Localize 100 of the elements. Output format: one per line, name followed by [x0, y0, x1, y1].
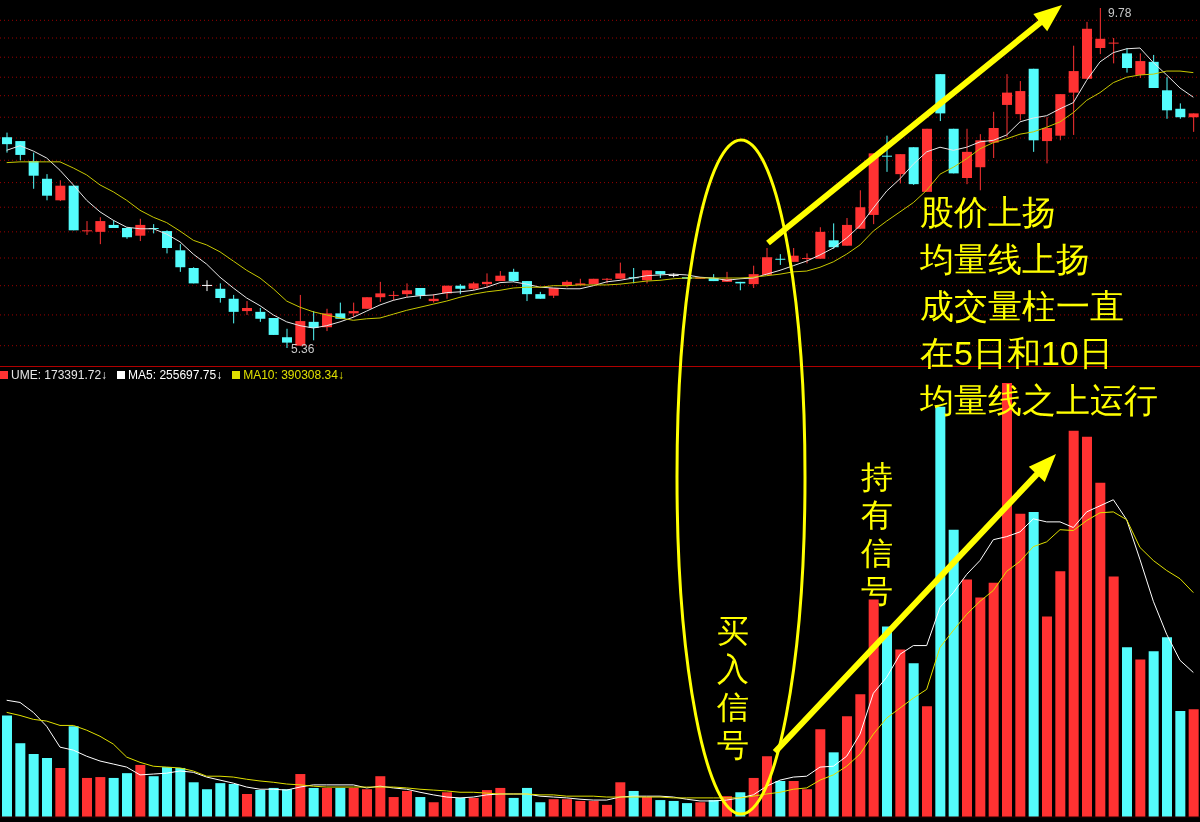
candlestick	[202, 279, 212, 292]
bar	[295, 774, 306, 817]
bar	[588, 800, 599, 817]
bar	[428, 802, 439, 817]
annotation: 9.78	[1108, 6, 1132, 21]
bar	[82, 777, 92, 817]
candlestick	[42, 173, 52, 201]
annotation: 买入信号	[717, 612, 750, 764]
bar	[535, 802, 546, 817]
bar	[828, 752, 839, 817]
candlestick	[1162, 76, 1172, 120]
bar	[1082, 436, 1092, 817]
bar	[55, 767, 66, 817]
bar	[882, 626, 892, 817]
bar	[562, 799, 572, 817]
bar	[348, 787, 359, 817]
bar	[442, 792, 452, 817]
bar	[335, 787, 346, 817]
bar	[402, 790, 412, 817]
candlestick	[1042, 116, 1052, 164]
bar	[268, 787, 279, 817]
bar	[15, 743, 26, 817]
bar	[1068, 430, 1079, 817]
bar	[148, 776, 159, 817]
bar	[242, 794, 252, 817]
bar	[1175, 711, 1186, 817]
bar	[1188, 709, 1199, 817]
bar	[655, 800, 666, 817]
bar	[255, 790, 266, 817]
candlestick	[55, 179, 66, 202]
bar	[122, 773, 132, 817]
annotation: 在5日和10日	[920, 333, 1113, 374]
candlestick	[1068, 45, 1079, 136]
bar	[575, 800, 586, 817]
candlestick	[215, 282, 226, 304]
bar	[775, 780, 786, 817]
bar	[215, 783, 226, 817]
candlestick	[375, 281, 386, 303]
bar	[975, 597, 986, 817]
bar	[2, 715, 12, 817]
bar	[322, 787, 332, 817]
bar	[615, 782, 626, 817]
annotation: 持有信号	[861, 458, 894, 610]
candlestick	[162, 229, 172, 254]
bar	[682, 803, 692, 817]
candlestick	[802, 252, 812, 264]
bar	[188, 782, 199, 817]
bar	[28, 754, 39, 817]
bar	[815, 729, 826, 817]
bar	[1162, 637, 1172, 817]
candlestick	[402, 282, 412, 298]
candlestick	[282, 328, 292, 348]
bar	[1148, 651, 1159, 817]
candlestick	[842, 217, 852, 247]
bar	[468, 797, 479, 817]
candlestick	[602, 277, 612, 284]
bar	[642, 797, 652, 817]
bar	[842, 716, 852, 817]
legend-label: UME: 173391.72↓	[11, 368, 108, 382]
candlestick	[762, 247, 772, 276]
bar	[162, 767, 172, 817]
bar	[175, 767, 186, 817]
bar	[895, 649, 906, 817]
candlestick	[175, 243, 186, 273]
bar	[602, 804, 612, 817]
bar	[1122, 647, 1132, 817]
bar	[668, 800, 679, 817]
bar	[388, 797, 399, 817]
bar	[108, 777, 119, 817]
candlestick	[82, 220, 92, 236]
bar	[922, 706, 932, 817]
bar	[1042, 616, 1052, 817]
bar	[455, 797, 466, 817]
candlestick	[775, 253, 786, 266]
bar	[308, 787, 319, 817]
bar	[855, 694, 866, 817]
bar	[948, 529, 959, 817]
annotation: 5.36	[291, 342, 315, 357]
bar	[962, 579, 972, 817]
candlestick	[1122, 47, 1132, 74]
candlestick	[1015, 80, 1026, 121]
bar	[375, 776, 386, 817]
bar	[282, 789, 292, 817]
candlestick	[95, 216, 106, 245]
bar	[68, 726, 79, 817]
candlestick	[1108, 37, 1119, 64]
bar	[362, 789, 372, 817]
candlestick	[2, 132, 12, 154]
candlestick	[855, 189, 866, 230]
candlestick	[228, 294, 239, 324]
bar	[228, 784, 239, 817]
candlestick	[28, 152, 39, 190]
bar	[1015, 513, 1026, 817]
bar	[908, 663, 919, 817]
legend-label: MA10: 390308.34↓	[243, 368, 344, 382]
bar	[988, 582, 999, 817]
candlestick	[1095, 8, 1106, 55]
candlestick	[135, 218, 146, 242]
bar	[1108, 576, 1119, 817]
bar	[548, 799, 559, 817]
